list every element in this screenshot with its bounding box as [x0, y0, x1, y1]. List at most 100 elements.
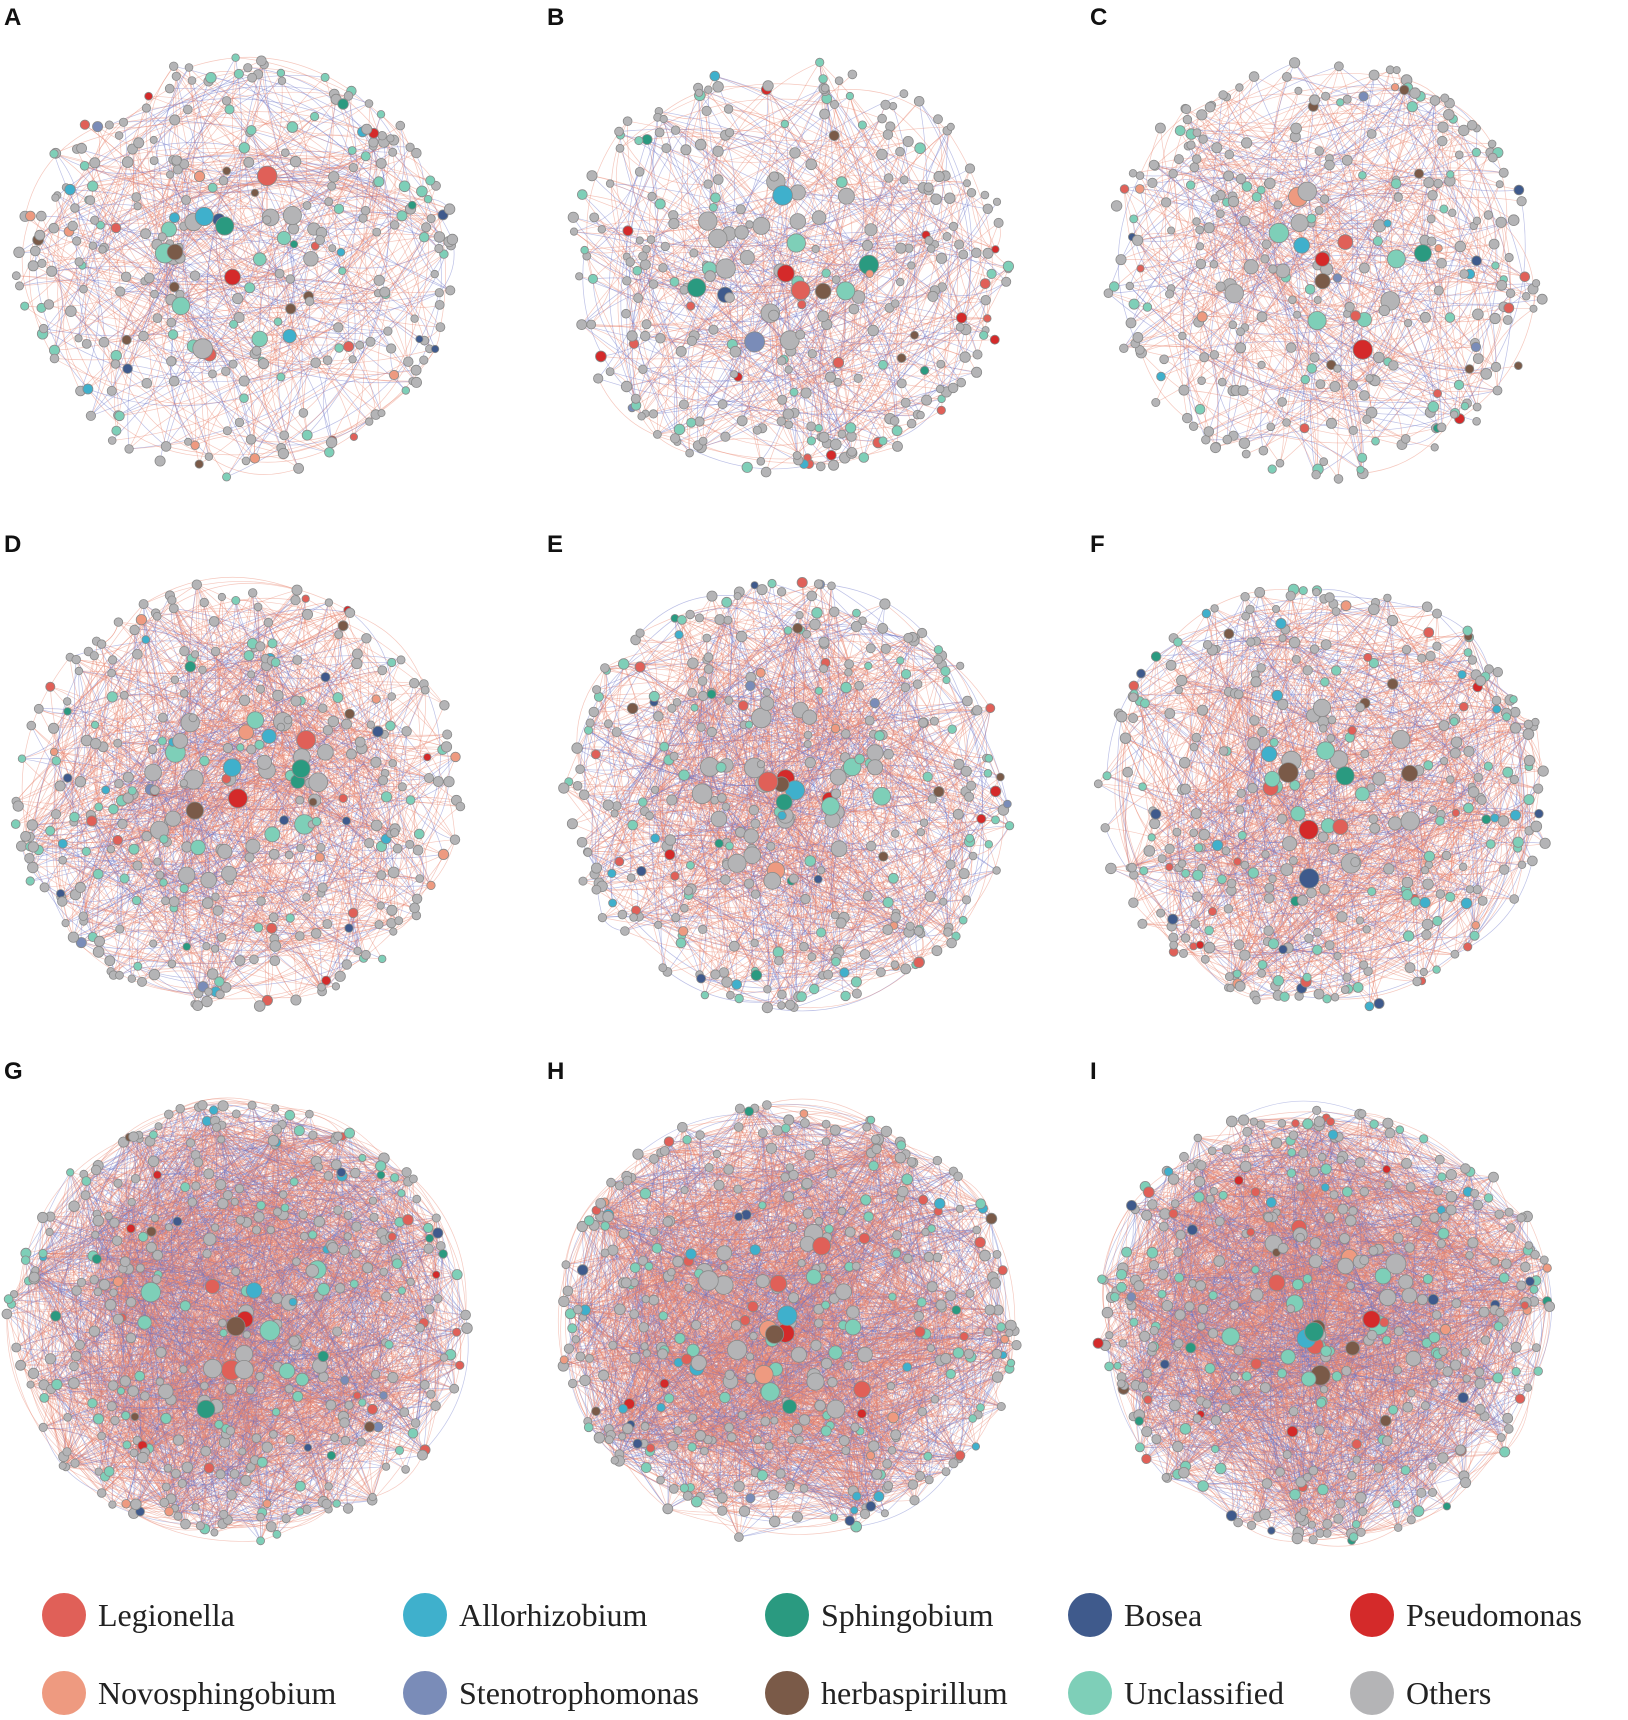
- negative-edge: [105, 658, 266, 791]
- positive-edge: [726, 663, 850, 865]
- positive-edge: [577, 746, 703, 794]
- positive-edge: [229, 765, 411, 801]
- positive-edge: [825, 662, 987, 759]
- negative-edge: [614, 668, 824, 814]
- negative-edge: [754, 685, 861, 944]
- node-others: [327, 715, 340, 728]
- positive-edge: [81, 674, 252, 943]
- positive-edge: [779, 811, 889, 930]
- node-sphingobium: [63, 707, 72, 716]
- positive-edge: [80, 789, 155, 888]
- positive-edge: [204, 208, 314, 230]
- positive-edge: [104, 659, 175, 909]
- negative-edge: [174, 798, 239, 902]
- positive-edge: [25, 787, 238, 837]
- positive-edge: [1239, 87, 1511, 294]
- positive-edge: [1267, 87, 1409, 184]
- negative-edge: [676, 630, 789, 703]
- node-others: [150, 289, 159, 299]
- node-unclassified: [376, 110, 386, 119]
- positive-edge: [115, 695, 161, 876]
- node-others: [310, 928, 322, 939]
- positive-edge: [1214, 190, 1320, 211]
- node-others: [729, 345, 742, 358]
- node-others: [106, 845, 116, 854]
- node-others: [829, 100, 839, 110]
- positive-edge: [835, 758, 875, 962]
- positive-edge: [845, 796, 970, 997]
- negative-edge: [834, 104, 865, 292]
- positive-edge: [103, 77, 253, 248]
- negative-edge: [314, 781, 450, 810]
- node-unclassified: [49, 149, 59, 159]
- node-sphingobium: [1413, 244, 1432, 263]
- positive-edge: [630, 692, 712, 918]
- node-novosphingobium: [371, 694, 381, 704]
- positive-edge: [1187, 119, 1444, 156]
- negative-edge: [626, 86, 719, 406]
- positive-edge: [258, 638, 370, 928]
- node-others: [900, 397, 911, 408]
- positive-edge: [647, 136, 930, 241]
- negative-edge: [586, 117, 658, 257]
- positive-edge: [811, 163, 901, 283]
- positive-edge: [902, 190, 929, 336]
- node-novosphingobium: [314, 852, 325, 863]
- positive-edge: [258, 606, 443, 750]
- negative-edge: [595, 634, 916, 755]
- negative-edge: [573, 171, 641, 232]
- negative-edge: [117, 99, 337, 416]
- positive-edge: [113, 896, 216, 976]
- positive-edge: [1140, 352, 1228, 440]
- positive-edge: [785, 91, 826, 283]
- positive-edge: [919, 776, 1001, 930]
- positive-edge: [576, 667, 606, 770]
- positive-edge: [615, 148, 641, 241]
- positive-edge: [352, 359, 377, 415]
- positive-edge: [674, 709, 978, 877]
- negative-edge: [30, 725, 347, 965]
- node-unclassified: [1304, 283, 1316, 295]
- positive-edge: [646, 323, 879, 443]
- node-others: [419, 355, 429, 365]
- node-unclassified: [673, 423, 686, 436]
- positive-edge: [112, 639, 147, 698]
- node-unclassified: [396, 210, 408, 222]
- negative-edge: [1431, 218, 1502, 230]
- node-others: [805, 158, 818, 171]
- negative-edge: [826, 362, 839, 445]
- negative-edge: [683, 763, 786, 779]
- negative-edge: [718, 818, 888, 931]
- positive-edge: [638, 729, 953, 917]
- positive-edge: [626, 256, 789, 426]
- positive-edge: [351, 753, 374, 844]
- node-others: [449, 834, 461, 845]
- positive-edge: [385, 293, 440, 308]
- node-others: [1147, 177, 1158, 188]
- positive-edge: [1437, 103, 1481, 394]
- negative-edge: [822, 78, 946, 177]
- node-others: [1443, 108, 1455, 121]
- positive-edge: [55, 153, 127, 277]
- node-unclassified: [858, 452, 870, 463]
- positive-edge: [803, 901, 944, 950]
- positive-edge: [216, 596, 285, 821]
- positive-edge: [1237, 178, 1306, 380]
- positive-edge: [581, 792, 785, 843]
- positive-edge: [677, 636, 742, 891]
- node-sphingobium: [184, 660, 197, 673]
- node-others: [26, 819, 39, 831]
- positive-edge: [132, 793, 417, 916]
- node-others: [1297, 181, 1317, 202]
- positive-edge: [84, 165, 107, 250]
- positive-edge: [84, 139, 394, 193]
- node-allorhizobium: [141, 635, 151, 644]
- positive-edge: [187, 109, 256, 193]
- positive-edge: [250, 346, 349, 440]
- positive-edge: [252, 643, 307, 741]
- negative-edge: [1286, 322, 1409, 423]
- negative-edge: [33, 756, 456, 865]
- positive-edge: [171, 917, 394, 965]
- negative-edge: [78, 73, 240, 339]
- node-others: [65, 305, 77, 318]
